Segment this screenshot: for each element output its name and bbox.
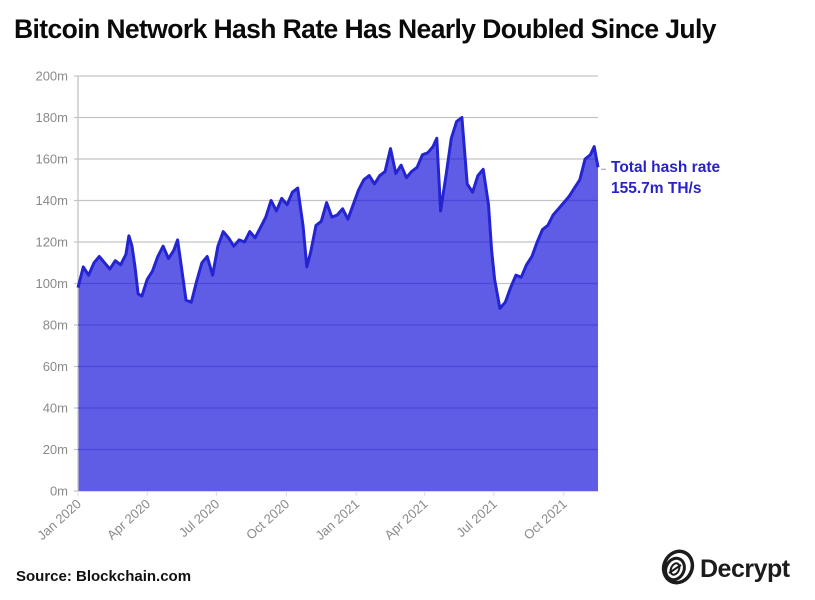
- y-tick-label: 40m: [43, 401, 68, 416]
- y-tick-label: 200m: [35, 69, 68, 84]
- y-tick-label: 100m: [35, 276, 68, 291]
- y-tick-label: 80m: [43, 318, 68, 333]
- x-tick-label: Apr 2021: [381, 496, 430, 542]
- y-tick-label: 180m: [35, 110, 68, 125]
- y-tick-label: 140m: [35, 193, 68, 208]
- annotation-value: 155.7m TH/s: [611, 180, 702, 197]
- annotation-label: Total hash rate: [611, 159, 721, 176]
- x-tick-label: Jan 2021: [312, 496, 362, 543]
- x-axis-ticks: Jan 2020 Apr 2020 Jul 2020 Oct 2020 Jan 2021…: [34, 491, 570, 543]
- y-tick-label: 160m: [35, 152, 68, 167]
- hash-rate-line: [76, 116, 600, 310]
- chart-title: Bitcoin Network Hash Rate Has Nearly Dou…: [14, 14, 716, 44]
- y-axis-ticks: 0m 20m 40m 60m 80m 100m 120m 140m 160m 180m 200m: [35, 69, 68, 499]
- y-tick-label: 0m: [50, 484, 68, 499]
- decrypt-brand: Decrypt: [660, 549, 790, 590]
- x-tick-label: Jan 2020: [34, 496, 84, 543]
- hash-rate-area: [78, 117, 598, 491]
- x-tick-label: Oct 2021: [521, 496, 570, 542]
- y-tick-label: 60m: [43, 359, 68, 374]
- decrypt-logo-icon: [660, 549, 696, 590]
- y-tick-label: 20m: [43, 442, 68, 457]
- y-tick-label: 120m: [35, 235, 68, 250]
- source-credit: Source: Blockchain.com: [16, 568, 192, 585]
- x-tick-label: Jul 2021: [453, 496, 500, 540]
- x-tick-label: Apr 2020: [104, 496, 153, 542]
- decrypt-wordmark: Decrypt: [700, 555, 790, 583]
- total-hash-rate-annotation: Total hash rate 155.7m TH/s: [611, 157, 720, 199]
- x-tick-label: Jul 2020: [176, 496, 223, 540]
- x-tick-label: Oct 2020: [243, 496, 292, 542]
